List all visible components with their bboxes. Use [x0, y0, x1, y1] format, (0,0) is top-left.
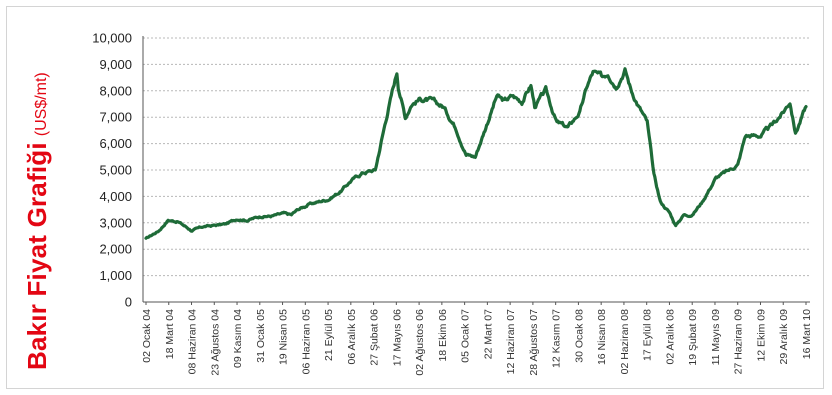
- x-tick-label: 17 Eylül 08: [642, 309, 654, 361]
- x-tick-label: 16 Nisan 08: [596, 309, 608, 365]
- y-tick-label: 2,000: [99, 242, 132, 257]
- x-tick-label: 02 Haziran 08: [619, 309, 631, 375]
- y-tick-label: 0: [125, 295, 132, 310]
- x-tick-label: 19 Şubat 09: [687, 309, 699, 366]
- x-tick-label: 21 Eylül 05: [323, 309, 335, 361]
- x-tick-label: 12 Kasım 07: [551, 309, 563, 368]
- x-tick-label: 19 Nisan 05: [278, 309, 290, 365]
- x-tick-label: 02 Ağustos 06: [414, 309, 426, 376]
- y-tick-label: 3,000: [99, 215, 132, 230]
- x-tick-label: 11 Mayıs 09: [710, 309, 722, 366]
- y-tick-label: 8,000: [99, 83, 132, 98]
- x-tick-label: 06 Aralık 05: [346, 309, 358, 365]
- x-tick-label: 30 Ocak 08: [573, 309, 585, 363]
- y-tick-label: 7,000: [99, 110, 132, 125]
- x-tick-label: 12 Haziran 07: [505, 309, 517, 375]
- x-tick-label: 22 Mart 07: [482, 309, 494, 359]
- grid-lines: [143, 37, 810, 277]
- chart-frame: [6, 6, 824, 389]
- y-tick-label: 9,000: [99, 57, 132, 72]
- x-tick-label: 18 Ekim 06: [437, 309, 449, 362]
- x-tick-label: 29 Aralık 09: [778, 309, 790, 365]
- x-tick-label: 27 Şubat 06: [369, 309, 381, 366]
- y-axis: 0 1,000 2,000 3,000 4,000 5,000 6,000 7,000 8,00…: [92, 31, 144, 310]
- x-tick-label: 02 Aralık 08: [664, 309, 676, 365]
- y-tick-label: 10,000: [92, 31, 132, 46]
- x-tick-label: 17 Mayıs 06: [391, 309, 403, 366]
- x-tick-label: 09 Kasım 04: [232, 309, 244, 368]
- x-tick-label: 08 Haziran 04: [187, 309, 199, 375]
- x-tick-label: 16 Mart 10: [801, 309, 813, 359]
- x-tick-label: 05 Ocak 07: [460, 309, 472, 363]
- x-tick-label: 18 Mart 04: [164, 309, 176, 359]
- x-tick-label: 06 Haziran 05: [300, 309, 312, 375]
- y-tick-label: 5,000: [99, 163, 132, 178]
- x-tick-label: 02 Ocak 04: [141, 309, 153, 363]
- x-tick-label: 31 Ocak 05: [255, 309, 267, 363]
- y-tick-label: 1,000: [99, 268, 132, 283]
- x-axis: 02 Ocak 04 18 Mart 04 08 Haziran 04 23 Ağus…: [141, 301, 813, 376]
- x-tick-label: 12 Ekim 09: [755, 309, 767, 362]
- plot-area: [144, 67, 808, 240]
- x-tick-label: 27 Haziran 09: [733, 309, 745, 375]
- x-tick-label: 23 Ağustos 04: [209, 309, 221, 376]
- y-tick-label: 6,000: [99, 136, 132, 151]
- x-tick-label: 28 Ağustos 07: [528, 309, 540, 376]
- copper-price-line: [144, 67, 808, 240]
- y-tick-label: 4,000: [99, 189, 132, 204]
